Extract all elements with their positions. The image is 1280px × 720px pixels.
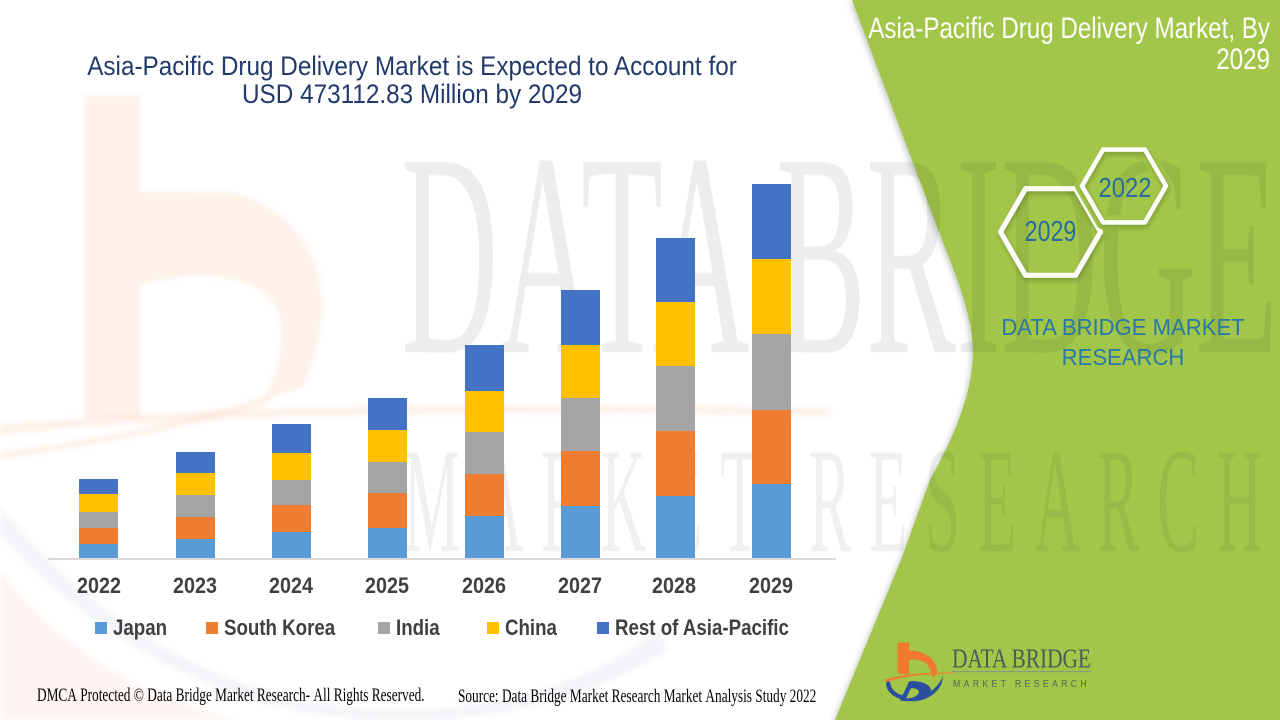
svg-text:DATA BRIDGE: DATA BRIDGE — [952, 642, 1091, 673]
svg-text:MARKET RESEARCH: MARKET RESEARCH — [953, 678, 1090, 690]
